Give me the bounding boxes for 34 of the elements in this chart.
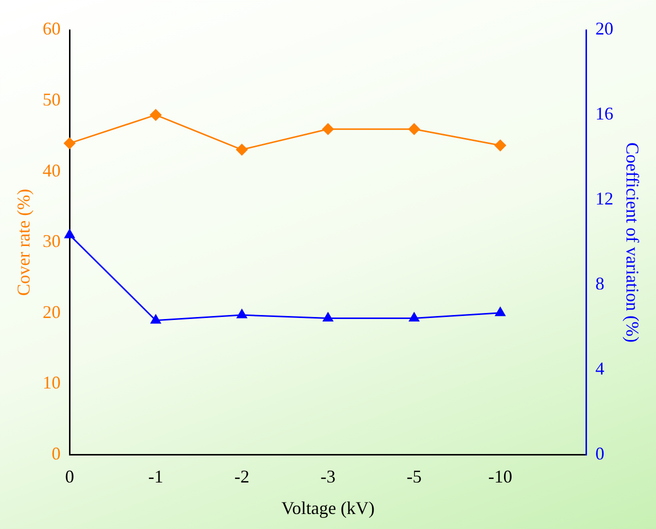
y-tick-label: 40 (42, 160, 61, 180)
y-tick-label: 10 (42, 372, 61, 393)
y2-axis-title: Coefficient of variation (%) (622, 142, 642, 342)
point (150, 109, 162, 121)
y2-tick-label: 4 (595, 358, 604, 379)
y2-tick-label: 8 (595, 274, 604, 294)
y-tick-label: 50 (42, 90, 61, 110)
x-tick-label: -2 (234, 466, 250, 486)
x-axis-title: Voltage (kV) (281, 498, 375, 518)
y2-tick-label: 12 (595, 188, 614, 209)
y-axis-title: Cover rate (%) (14, 188, 34, 296)
y2-tick-label: 20 (595, 18, 614, 39)
y-tick-label: 30 (42, 231, 61, 252)
x-tick-label: 0 (65, 466, 74, 486)
point (236, 309, 247, 318)
point (494, 140, 506, 152)
point (409, 312, 420, 322)
y-tick-label: 0 (52, 444, 61, 464)
point (64, 229, 75, 238)
point (322, 123, 334, 135)
x-tick-label: -5 (406, 466, 422, 486)
point (150, 314, 161, 324)
y2-tick-label: 0 (595, 444, 604, 464)
x-tick-label: -10 (488, 466, 512, 486)
y-tick-label: 60 (42, 18, 61, 39)
y-tick-label: 20 (42, 302, 61, 322)
point (408, 123, 420, 135)
x-tick-label: -3 (320, 466, 336, 486)
point (495, 307, 506, 316)
point (236, 144, 248, 156)
point (322, 312, 334, 322)
x-tick-label: -1 (148, 466, 164, 486)
point (64, 138, 76, 150)
y2-tick-label: 16 (595, 104, 614, 124)
